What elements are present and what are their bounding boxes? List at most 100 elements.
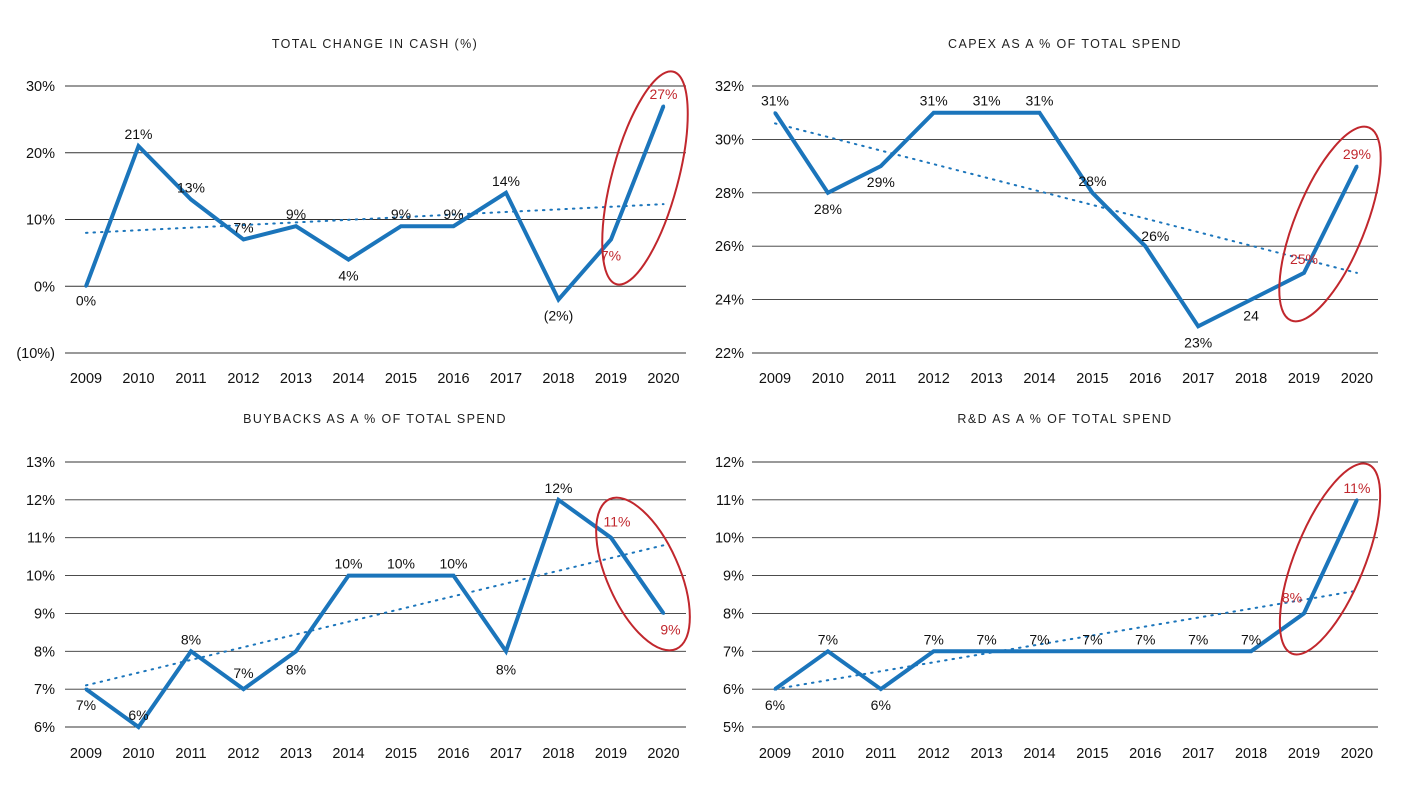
data-label: 7% — [1241, 631, 1261, 647]
x-tick-label: 2009 — [70, 371, 102, 387]
highlight-ellipse — [601, 70, 689, 286]
data-label: 7% — [1188, 631, 1208, 647]
series-line — [773, 110, 1359, 329]
data-label: 9% — [286, 206, 306, 222]
x-tick-label: 2012 — [227, 371, 259, 387]
data-point — [1196, 324, 1200, 328]
data-point — [1143, 649, 1147, 653]
data-point — [609, 238, 613, 242]
data-label: 8% — [286, 661, 306, 677]
data-point — [609, 536, 613, 540]
data-label: 7% — [976, 631, 996, 647]
data-point — [662, 104, 665, 108]
data-label: 7% — [1082, 631, 1102, 647]
data-label: 10% — [387, 556, 415, 572]
x-tick-label: 2020 — [647, 746, 679, 762]
data-label: 0% — [76, 292, 96, 308]
y-tick-label: 11% — [27, 531, 55, 547]
y-tick-label: 9% — [34, 606, 55, 622]
trendline — [85, 203, 665, 234]
data-point — [1302, 611, 1306, 615]
y-tick-label: 10% — [26, 213, 55, 229]
data-label: 7% — [818, 631, 838, 647]
trendline — [774, 122, 1358, 274]
data-label: 6% — [871, 697, 891, 713]
series-line — [84, 496, 666, 730]
data-label: 31% — [973, 93, 1001, 109]
x-tick-label: 2011 — [865, 746, 896, 762]
x-tick-label: 2013 — [970, 746, 1002, 762]
data-label: 7% — [233, 220, 253, 236]
data-label: 23% — [1184, 334, 1212, 350]
data-point — [879, 164, 883, 168]
data-point — [294, 649, 298, 653]
data-label: 31% — [1025, 93, 1053, 109]
data-label: 26% — [1141, 228, 1169, 244]
y-tick-label: 6% — [34, 720, 55, 736]
y-tick-label: 8% — [34, 644, 55, 660]
y-tick-label: 26% — [715, 239, 744, 255]
data-label: 7% — [233, 665, 253, 681]
x-tick-label: 2017 — [1182, 371, 1214, 387]
x-tick-label: 2010 — [812, 371, 844, 387]
x-tick-label: 2011 — [175, 746, 206, 762]
data-point — [932, 111, 936, 115]
x-tick-label: 2019 — [595, 371, 627, 387]
data-point — [879, 687, 883, 691]
data-label: (2%) — [544, 308, 574, 324]
x-tick-label: 2013 — [280, 371, 312, 387]
data-label: 27% — [649, 86, 677, 102]
data-point — [452, 574, 455, 578]
data-point — [985, 649, 989, 653]
data-point — [1249, 649, 1253, 653]
highlight-ellipse — [1278, 125, 1382, 323]
data-label: 9% — [443, 206, 463, 222]
data-point — [1355, 498, 1359, 502]
y-tick-label: 30% — [26, 79, 55, 95]
data-point — [137, 144, 140, 148]
x-tick-label: 2010 — [122, 371, 154, 387]
data-point — [826, 649, 830, 653]
x-tick-label: 2019 — [595, 746, 627, 762]
data-point — [452, 224, 455, 228]
x-tick-label: 2018 — [542, 746, 574, 762]
data-label: 8% — [496, 661, 516, 677]
x-tick-label: 2017 — [490, 371, 522, 387]
chart-1: TOTAL CHANGE IN CASH (%) 30% 20% 10% 0% (10%)… — [16, 37, 689, 387]
y-tick-label: 6% — [723, 682, 744, 698]
data-point — [1355, 164, 1359, 168]
data-label: 10% — [439, 556, 467, 572]
data-point — [347, 258, 350, 262]
x-tick-label: 2018 — [1235, 746, 1267, 762]
chart-title: CAPEX AS A % OF TOTAL SPEND — [948, 37, 1182, 51]
x-tick-label: 2013 — [970, 371, 1002, 387]
x-tick-label: 2012 — [918, 371, 950, 387]
data-point — [504, 649, 508, 653]
data-label: 11% — [1343, 480, 1370, 496]
y-tick-label: 7% — [34, 682, 55, 698]
y-tick-label: 8% — [723, 606, 744, 622]
y-tick-label: 0% — [34, 279, 55, 295]
data-label: 8% — [1282, 589, 1302, 605]
data-point — [504, 191, 508, 195]
x-tick-label: 2010 — [122, 746, 154, 762]
y-tick-label: 12% — [26, 493, 55, 509]
data-label: 11% — [604, 514, 631, 530]
y-tick-label: 32% — [715, 79, 744, 95]
data-label: 31% — [920, 93, 948, 109]
data-label: 4% — [338, 268, 358, 284]
data-point — [84, 284, 88, 288]
x-tick-label: 2009 — [759, 371, 791, 387]
data-point — [985, 111, 989, 115]
trendline — [85, 544, 665, 687]
data-label: 7% — [1135, 631, 1155, 647]
y-tick-label: 22% — [715, 346, 744, 362]
data-label: 12% — [544, 480, 572, 496]
data-label: 28% — [1078, 173, 1106, 189]
x-tick-label: 2014 — [1023, 746, 1055, 762]
data-point — [242, 238, 245, 242]
y-tick-label: 13% — [26, 455, 55, 471]
y-tick-label: 9% — [723, 569, 744, 585]
x-tick-label: 2012 — [227, 746, 259, 762]
